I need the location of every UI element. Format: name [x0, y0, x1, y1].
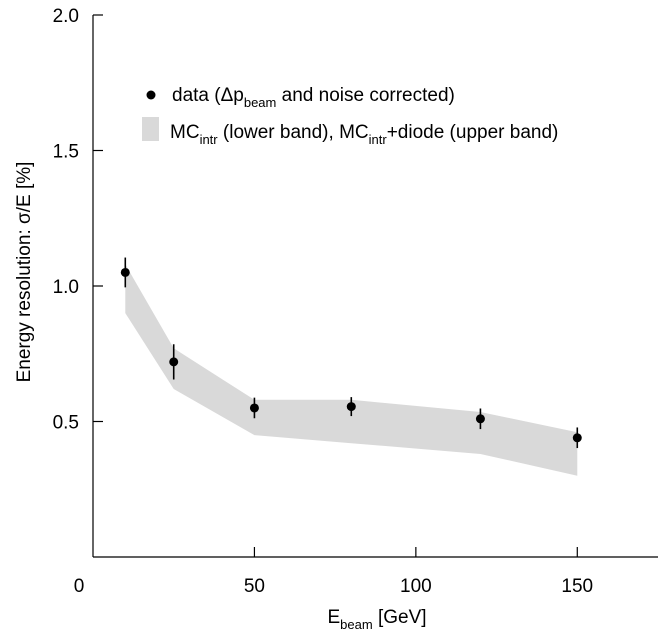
y-axis-label: Energy resolution: σ/E [%] — [14, 162, 35, 383]
x-tick-label: 150 — [561, 576, 593, 597]
point-marker — [249, 403, 259, 413]
y-tick-label: 2.0 — [53, 6, 79, 27]
x-axis-label: Ebeam [GeV] — [327, 607, 426, 632]
x-tick-label: 0 — [74, 576, 85, 597]
x-tick-label: 50 — [244, 576, 265, 597]
data-point — [346, 397, 356, 417]
data-point — [249, 397, 259, 419]
data-point — [120, 257, 130, 288]
data-point — [572, 427, 582, 449]
mc-band — [125, 264, 578, 476]
x-tick-label: 100 — [400, 576, 432, 597]
y-tick-label: 0.5 — [53, 413, 79, 434]
point-marker — [169, 357, 179, 367]
y-tick-label: 1.0 — [53, 277, 79, 298]
data-point — [475, 408, 485, 430]
mc-bands — [125, 264, 578, 476]
legend: data (Δpbeam and noise corrected) MCintr… — [142, 85, 558, 147]
legend-band-swatch — [142, 117, 159, 141]
legend-data-marker — [146, 90, 156, 100]
point-marker — [475, 414, 485, 424]
point-marker — [572, 433, 582, 443]
y-tick-label: 1.5 — [53, 142, 79, 163]
axes: 0 50 100 150 0.5 1.0 1.5 2.0 — [53, 6, 658, 597]
data-points — [120, 257, 582, 449]
point-marker — [120, 267, 130, 277]
legend-band-label: MCintr (lower band), MCintr+diode (upper… — [170, 122, 558, 147]
data-point — [169, 344, 179, 380]
legend-data-label: data (Δpbeam and noise corrected) — [172, 85, 455, 110]
point-marker — [346, 402, 356, 412]
